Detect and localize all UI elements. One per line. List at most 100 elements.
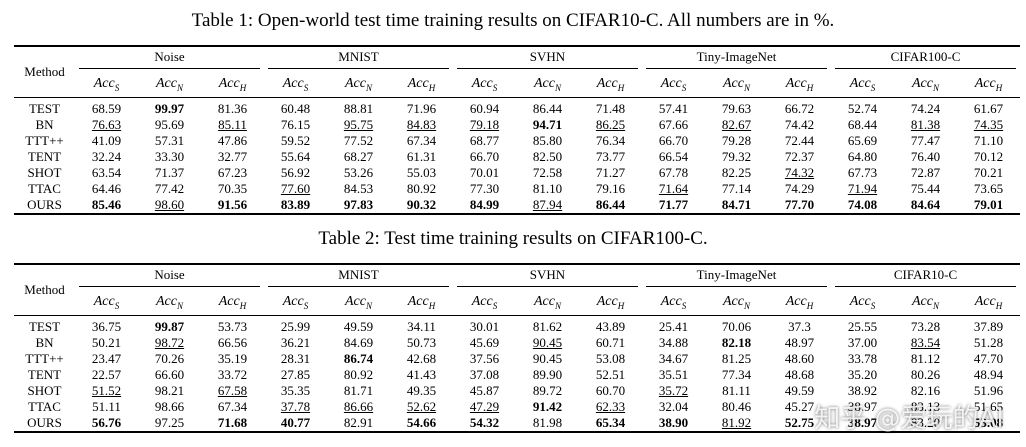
value-cell: 84.99 bbox=[453, 197, 516, 215]
value-cell: 77.34 bbox=[721, 367, 752, 382]
metric-sub: N bbox=[743, 82, 750, 93]
metric-sub: S bbox=[870, 300, 876, 311]
method-cell: OURS bbox=[14, 197, 75, 215]
metric-header: AccN bbox=[138, 289, 201, 316]
value-cell: 50.73 bbox=[406, 335, 437, 350]
value-cell: 90.32 bbox=[390, 197, 453, 215]
metric-header: AccS bbox=[642, 289, 705, 316]
group-header: MNIST bbox=[264, 45, 453, 71]
value-cell: 35.20 bbox=[847, 367, 878, 382]
method-cell: TTAC bbox=[28, 399, 61, 414]
metric-sub: N bbox=[176, 300, 183, 311]
value-cell: 25.99 bbox=[280, 319, 311, 334]
metric-base: Acc bbox=[660, 293, 682, 309]
value-cell: 59.52 bbox=[280, 133, 311, 148]
value-cell: 77.42 bbox=[154, 181, 185, 196]
value-cell: 76.40 bbox=[910, 149, 941, 164]
metric-sub: N bbox=[554, 82, 561, 93]
value-cell: 52.62 bbox=[406, 399, 437, 414]
method-cell: BN bbox=[35, 335, 54, 350]
table-title: Table 1: Open-world test time training r… bbox=[191, 10, 835, 31]
value-cell: 83.54 bbox=[910, 335, 941, 350]
value-cell: 85.80 bbox=[532, 133, 563, 148]
metric-header: AccS bbox=[75, 71, 138, 98]
metric-sub: N bbox=[743, 300, 750, 311]
group-name: MNIST bbox=[268, 49, 449, 69]
data-row: TTT++ 23.47 70.26 35.19 28.31 86.74 42.68 37.56… bbox=[14, 351, 1020, 367]
value-cell: 38.97 bbox=[831, 415, 894, 433]
metric-header: AccN bbox=[138, 71, 201, 98]
value-cell: 71.48 bbox=[595, 101, 626, 116]
value-cell: 83.89 bbox=[264, 197, 327, 215]
value-cell: 79.01 bbox=[957, 197, 1020, 215]
metric-base: Acc bbox=[345, 75, 366, 91]
value-cell: 81.36 bbox=[217, 101, 248, 116]
metric-header: AccN bbox=[894, 289, 957, 316]
data-row: SHOT 63.54 71.37 67.23 56.92 53.26 55.03 70.01 7… bbox=[14, 165, 1020, 181]
value-cell: 77.70 bbox=[768, 197, 831, 215]
value-cell: 71.37 bbox=[154, 165, 185, 180]
metric-sub: S bbox=[114, 82, 120, 93]
metric-sub: H bbox=[617, 300, 625, 311]
value-cell: 73.77 bbox=[595, 149, 626, 164]
value-cell: 77.47 bbox=[910, 133, 941, 148]
value-cell: 32.24 bbox=[91, 149, 122, 164]
value-cell: 47.70 bbox=[973, 351, 1004, 366]
value-cell: 68.44 bbox=[847, 117, 878, 132]
metric-base: Acc bbox=[93, 75, 115, 91]
value-cell: 55.03 bbox=[406, 165, 437, 180]
metric-header: AccN bbox=[894, 71, 957, 98]
metric-base: Acc bbox=[345, 293, 366, 309]
value-cell: 74.24 bbox=[910, 101, 941, 116]
results-table: Method Noise MNIST SVHN Tiny-ImageNet CIFAR10… bbox=[14, 45, 1020, 215]
value-cell: 81.92 bbox=[705, 415, 768, 433]
value-cell: 35.51 bbox=[658, 367, 689, 382]
value-cell: 30.01 bbox=[469, 319, 500, 334]
value-cell: 95.69 bbox=[154, 117, 185, 132]
value-cell: 38.92 bbox=[847, 383, 878, 398]
method-cell: OURS bbox=[14, 415, 75, 433]
value-cell: 51.11 bbox=[92, 399, 121, 414]
metric-base: Acc bbox=[785, 293, 807, 309]
value-cell: 90.45 bbox=[532, 335, 563, 350]
value-cell: 67.73 bbox=[847, 165, 878, 180]
value-cell: 49.35 bbox=[406, 383, 437, 398]
value-cell: 66.56 bbox=[217, 335, 248, 350]
value-cell: 67.23 bbox=[217, 165, 248, 180]
value-cell: 52.74 bbox=[847, 101, 878, 116]
value-cell: 33.72 bbox=[217, 367, 248, 382]
method-cell: TENT bbox=[27, 367, 62, 382]
method-cell: TTAC bbox=[28, 181, 61, 196]
value-cell: 81.12 bbox=[910, 351, 941, 366]
method-cell: TTT++ bbox=[25, 351, 64, 366]
value-cell: 82.25 bbox=[721, 165, 752, 180]
value-cell: 70.12 bbox=[973, 149, 1004, 164]
value-cell: 25.55 bbox=[847, 319, 878, 334]
method-cell: TTT++ bbox=[25, 133, 64, 148]
data-row: TENT 22.57 66.60 33.72 27.85 80.92 41.43 37.08 8… bbox=[14, 367, 1020, 383]
value-cell: 94.71 bbox=[532, 117, 563, 132]
group-header: SVHN bbox=[453, 45, 642, 71]
value-cell: 71.27 bbox=[595, 165, 626, 180]
metric-header: AccH bbox=[390, 71, 453, 98]
metric-base: Acc bbox=[156, 293, 177, 309]
metric-sub: N bbox=[932, 82, 939, 93]
metric-sub: S bbox=[492, 82, 498, 93]
value-cell: 76.63 bbox=[91, 117, 122, 132]
value-cell: 81.62 bbox=[532, 319, 563, 334]
metric-base: Acc bbox=[534, 293, 555, 309]
metric-sub: S bbox=[492, 300, 498, 311]
metric-header: AccH bbox=[201, 71, 264, 98]
value-cell: 73.65 bbox=[973, 181, 1004, 196]
value-cell: 72.44 bbox=[784, 133, 815, 148]
data-row: TTT++ 41.09 57.31 47.86 59.52 77.52 67.34 68.77… bbox=[14, 133, 1020, 149]
metric-header: AccH bbox=[957, 289, 1020, 316]
value-cell: 86.74 bbox=[343, 351, 374, 366]
value-cell: 86.44 bbox=[532, 101, 563, 116]
value-cell: 54.66 bbox=[390, 415, 453, 433]
value-cell: 77.52 bbox=[343, 133, 374, 148]
value-cell: 51.52 bbox=[91, 383, 122, 398]
value-cell: 82.50 bbox=[532, 149, 563, 164]
metric-base: Acc bbox=[407, 75, 429, 91]
value-cell: 77.30 bbox=[469, 181, 500, 196]
